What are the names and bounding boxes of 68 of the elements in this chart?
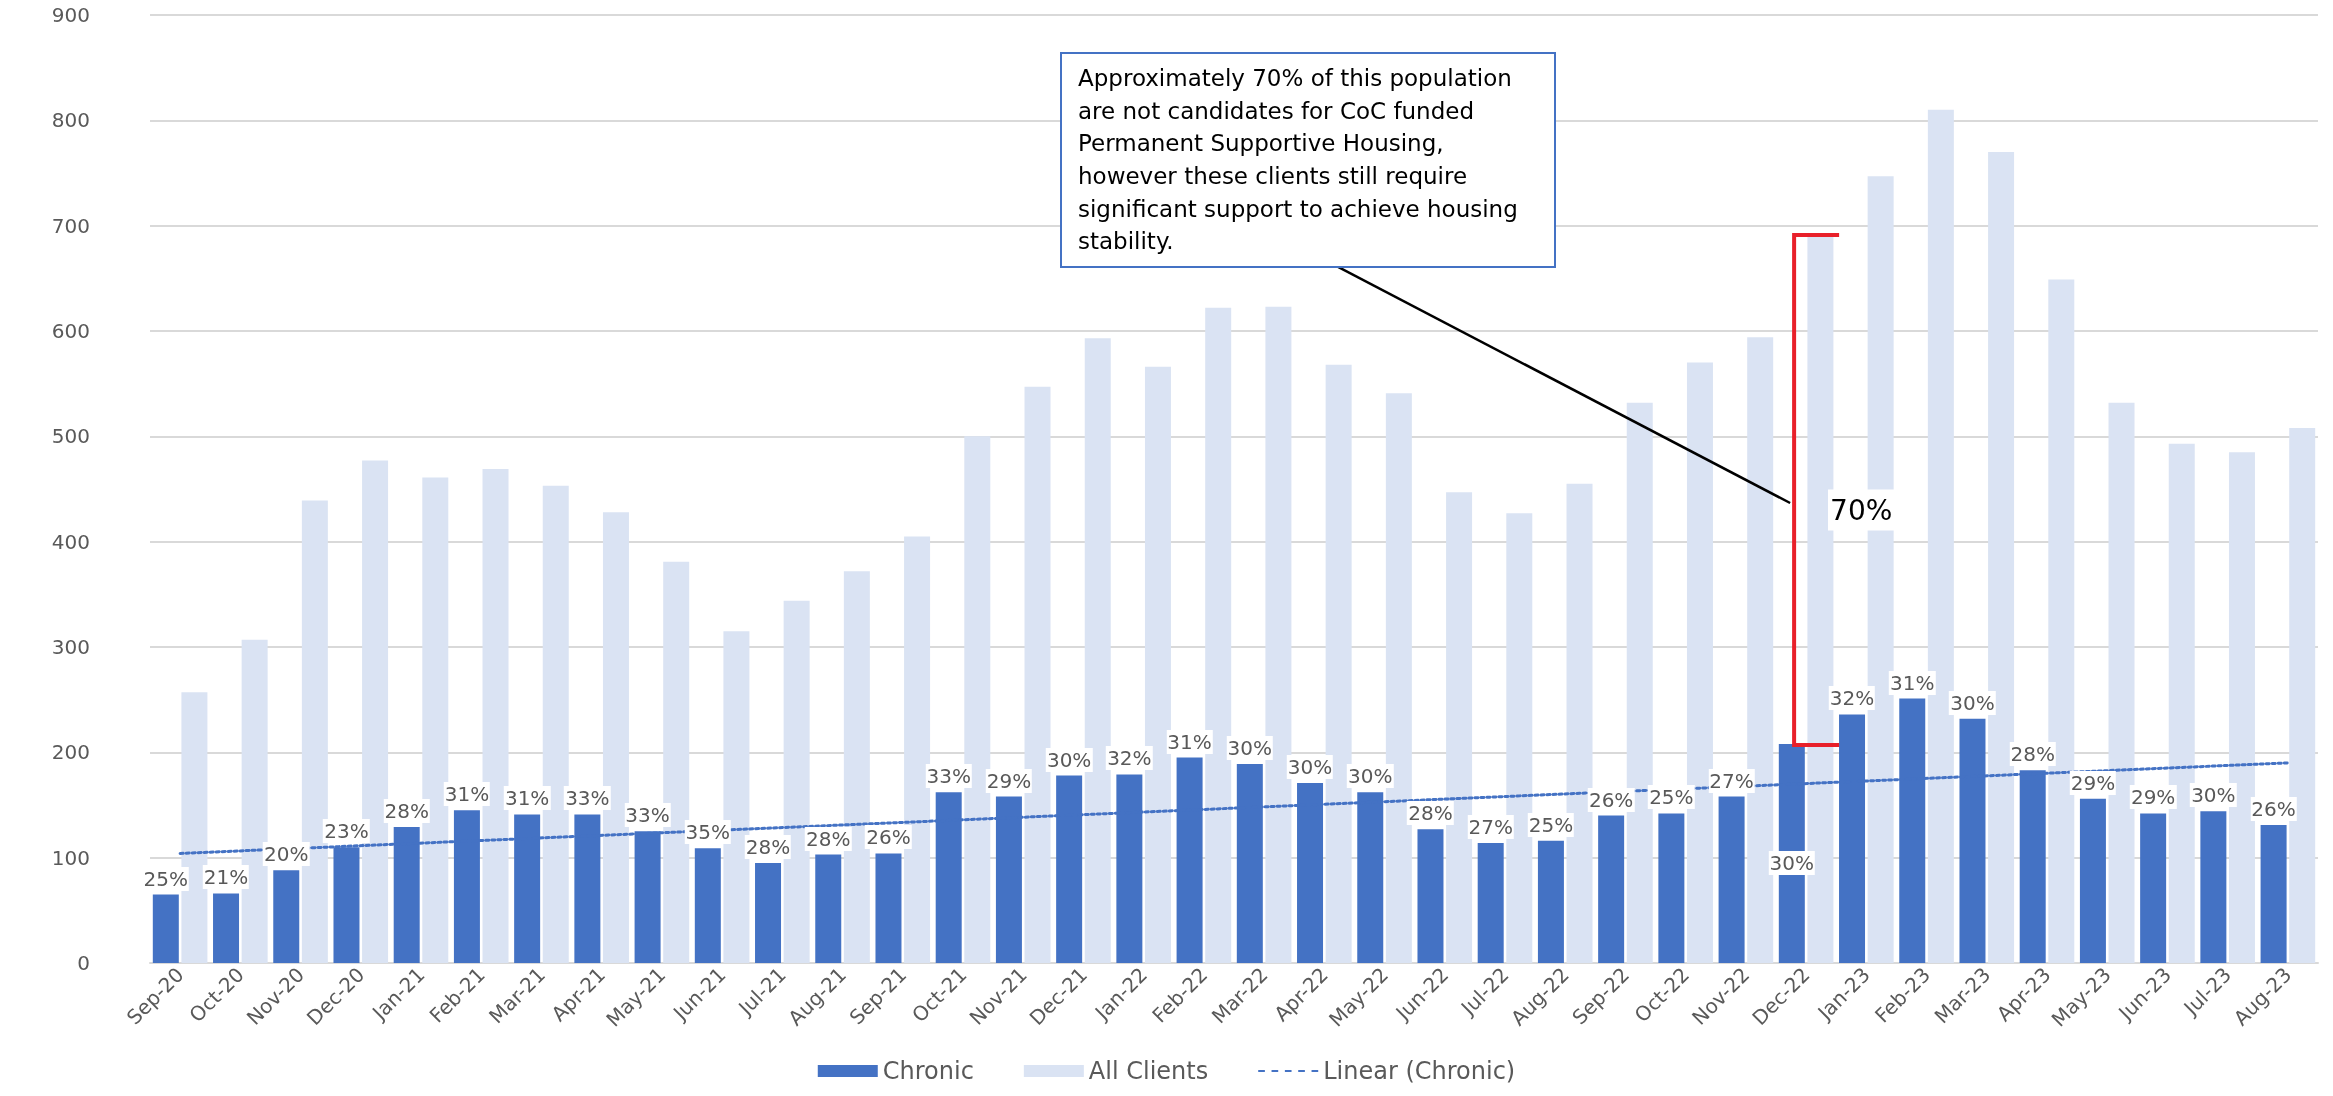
annotation: 30% (1286, 754, 1334, 779)
annotation: 31% (1889, 670, 1936, 695)
bar (2260, 825, 2287, 963)
y-tick-label: 200 (51, 740, 90, 765)
annotation: 31% (503, 786, 551, 811)
y-tick-label: 400 (51, 529, 90, 554)
bar (1598, 815, 1625, 963)
y-tick-label: 600 (51, 319, 90, 343)
annotation: 33% (925, 764, 972, 789)
annotation: 28% (744, 834, 792, 859)
bar (213, 893, 240, 963)
bar (2200, 811, 2227, 963)
annotation: 28% (383, 799, 430, 824)
annotation: 30% (1045, 747, 1093, 772)
y-tick-label: 300 (51, 635, 90, 659)
annotation: 25% (142, 866, 190, 891)
annotation: 27% (1708, 768, 1755, 793)
bar (273, 870, 300, 963)
y-tick-label: 700 (51, 213, 90, 238)
annotation: 26% (1587, 787, 1635, 812)
bar (875, 853, 902, 963)
legend-label: All Clients (1088, 1057, 1209, 1085)
annotation: 31% (1166, 729, 1213, 754)
annotation: Approximately 70% of this population are not candidates for CoC funded Permanent Supportive Housing, however these clients still require significant support to achieve housing stability. (1060, 52, 1556, 268)
bar (815, 854, 842, 963)
annotation: 30% (1347, 764, 1394, 789)
bar (1718, 796, 1745, 963)
annotation: 31% (443, 782, 491, 807)
bar (1477, 842, 1504, 963)
annotation: 25% (1648, 785, 1695, 810)
annotation: 35% (684, 820, 732, 845)
annotation: 30% (1768, 850, 1816, 875)
bar (755, 862, 782, 963)
annotation: 33% (564, 786, 611, 811)
legend-label: Chronic (882, 1057, 974, 1085)
bar (694, 848, 721, 963)
annotation: 28% (1407, 801, 1454, 826)
annotation: 29% (2069, 770, 2117, 795)
annotation: 28% (805, 826, 852, 851)
annotation: 23% (323, 819, 370, 844)
y-tick-label: 800 (51, 108, 90, 133)
annotation: 29% (985, 768, 1033, 793)
annotation: 32% (1828, 686, 1876, 711)
annotation: 30% (1226, 735, 1274, 760)
annotation: 30% (2190, 783, 2237, 808)
y-tick-label: 0 (77, 951, 90, 975)
annotation: 30% (1949, 690, 1996, 715)
bar (152, 894, 179, 963)
annotation: 29% (2129, 785, 2177, 810)
annotation: 28% (2009, 742, 2056, 767)
legend-label: Linear (Chronic) (1323, 1057, 1516, 1085)
annotation: 21% (202, 865, 250, 890)
annotation: 33% (624, 803, 671, 828)
y-tick-label: 500 (51, 424, 90, 449)
bar (1417, 829, 1444, 963)
y-tick-label: 900 (51, 3, 90, 27)
annotation: 27% (1467, 814, 1514, 839)
bar (1658, 813, 1685, 963)
bar (1537, 840, 1564, 963)
bar (2079, 798, 2106, 963)
annotation: 25% (1527, 812, 1575, 837)
annotation: 70% (1828, 489, 1895, 531)
bar (2140, 813, 2167, 963)
y-tick-label: 100 (51, 845, 90, 870)
annotation: 26% (865, 825, 912, 850)
annotation: 32% (1106, 746, 1153, 771)
annotation: 20% (263, 842, 310, 867)
annotation: 26% (2250, 797, 2297, 821)
